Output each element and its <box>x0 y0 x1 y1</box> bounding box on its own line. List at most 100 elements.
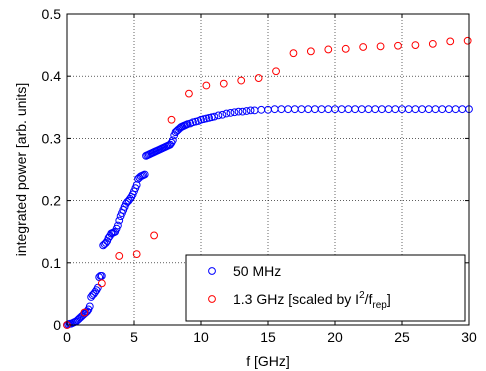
data-point <box>254 74 263 82</box>
x-axis-label: f [GHz] <box>246 353 290 369</box>
series-50mhz <box>63 105 473 329</box>
data-point <box>114 221 122 230</box>
data-point <box>168 136 177 145</box>
data-point <box>424 105 433 114</box>
data-point <box>364 105 373 114</box>
data-point <box>80 308 89 317</box>
data-point <box>398 105 406 114</box>
y-tick-label: 0.4 <box>42 68 62 84</box>
data-point <box>411 41 420 49</box>
data-point <box>272 67 280 76</box>
data-point <box>246 106 255 115</box>
data-point <box>202 81 211 90</box>
y-tick-label: 0 <box>53 317 61 333</box>
data-point <box>311 105 319 114</box>
x-tick-label: 30 <box>461 329 477 345</box>
data-point <box>115 216 124 225</box>
legend-box <box>185 254 466 322</box>
data-point <box>242 107 251 115</box>
legend-label-1-3ghz-main: 1.3 GHz [scaled by I <box>233 291 359 307</box>
data-point <box>234 107 243 116</box>
legend-marker-50mhz <box>208 267 216 275</box>
y-axis-label: integrated power [arb. units] <box>13 83 29 257</box>
y-tick-label: 0.5 <box>42 6 62 22</box>
x-tick-label: 10 <box>193 329 209 345</box>
data-point <box>97 279 106 288</box>
data-point <box>378 105 386 114</box>
data-point <box>445 105 453 114</box>
y-tick-label: 0.1 <box>42 255 62 271</box>
data-point <box>394 41 402 50</box>
data-point <box>376 42 385 51</box>
x-tick-label: 20 <box>327 329 343 345</box>
data-point <box>132 250 141 258</box>
legend-marker-1-3ghz <box>208 295 216 303</box>
data-point <box>250 106 259 115</box>
legend-label-1-3ghz-sup: 2 <box>359 290 365 301</box>
data-point <box>167 115 176 124</box>
data-point <box>351 105 360 114</box>
x-tick-label: 15 <box>260 329 276 345</box>
data-point <box>99 241 108 250</box>
legend-label-1-3ghz-end: ] <box>387 291 391 307</box>
data-point <box>115 252 124 260</box>
data-point <box>384 105 393 114</box>
legend: 50 MHz 1.3 GHz [scaled by I2/frep] <box>185 254 466 322</box>
data-point <box>91 288 100 296</box>
x-tick-label: 0 <box>63 329 71 345</box>
data-point <box>337 105 346 114</box>
data-point <box>230 108 239 117</box>
data-point <box>446 37 455 46</box>
data-point <box>331 105 339 114</box>
y-tick-label: 0.3 <box>42 130 62 146</box>
data-point <box>458 105 467 114</box>
data-point <box>418 105 427 114</box>
data-point <box>428 39 437 48</box>
x-tick-label: 25 <box>394 329 410 345</box>
data-point <box>304 105 313 114</box>
data-point <box>341 44 350 53</box>
tick-labels: 0 5 10 15 20 25 30 0 0.1 0.2 0.3 0.4 0.5 <box>42 6 477 345</box>
data-point <box>166 140 175 149</box>
legend-label-50mhz: 50 MHz <box>233 263 281 279</box>
data-point <box>290 105 299 114</box>
data-point <box>270 105 279 114</box>
y-tick-label: 0.2 <box>42 193 62 209</box>
data-point <box>357 105 366 114</box>
x-tick-label: 5 <box>130 329 138 345</box>
data-point <box>185 89 193 98</box>
data-point <box>404 105 413 114</box>
data-point <box>371 105 380 114</box>
data-point <box>451 105 460 114</box>
data-point <box>431 105 440 114</box>
data-point <box>306 47 315 56</box>
data-point <box>97 271 106 280</box>
data-point <box>238 107 247 116</box>
data-point <box>226 108 235 117</box>
data-point <box>150 231 159 240</box>
data-point <box>411 105 420 114</box>
series-layer <box>63 36 473 329</box>
data-point <box>140 170 149 179</box>
data-point <box>344 105 353 114</box>
data-point <box>222 109 231 118</box>
data-point <box>463 36 472 45</box>
data-point <box>324 105 333 114</box>
data-point <box>284 105 293 114</box>
data-point <box>93 283 102 292</box>
data-point <box>359 43 368 51</box>
legend-label-1-3ghz: 1.3 GHz [scaled by I2/frep] <box>233 290 391 311</box>
data-point <box>104 234 113 242</box>
data-point <box>214 111 223 120</box>
data-point <box>257 105 266 114</box>
data-point <box>317 105 326 114</box>
data-point <box>438 105 447 114</box>
data-point <box>289 49 298 58</box>
data-point <box>277 105 286 114</box>
data-point <box>219 79 228 88</box>
data-point <box>85 302 94 311</box>
data-point <box>210 112 219 121</box>
data-point <box>391 105 400 114</box>
data-point <box>237 76 246 85</box>
